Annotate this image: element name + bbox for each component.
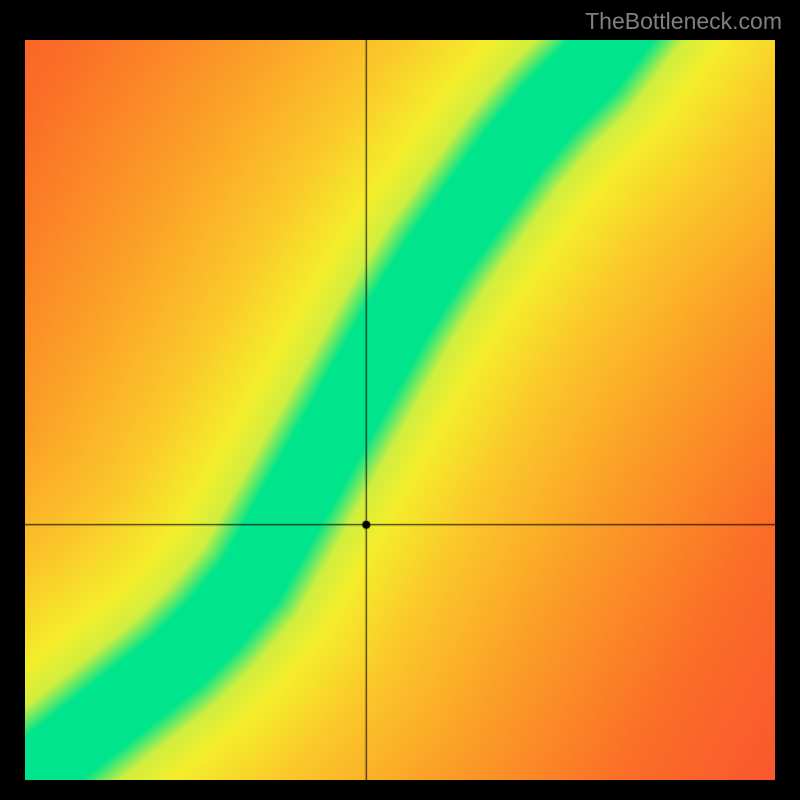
bottleneck-heatmap <box>25 40 775 780</box>
watermark: TheBottleneck.com <box>585 8 782 35</box>
heatmap-canvas <box>25 40 775 780</box>
